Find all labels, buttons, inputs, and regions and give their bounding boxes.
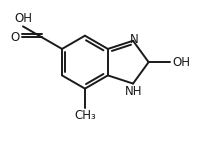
Text: O: O xyxy=(11,31,20,44)
Text: CH₃: CH₃ xyxy=(74,109,95,122)
Text: OH: OH xyxy=(14,12,32,25)
Text: NH: NH xyxy=(125,85,142,98)
Text: OH: OH xyxy=(171,56,189,69)
Text: N: N xyxy=(129,33,138,46)
